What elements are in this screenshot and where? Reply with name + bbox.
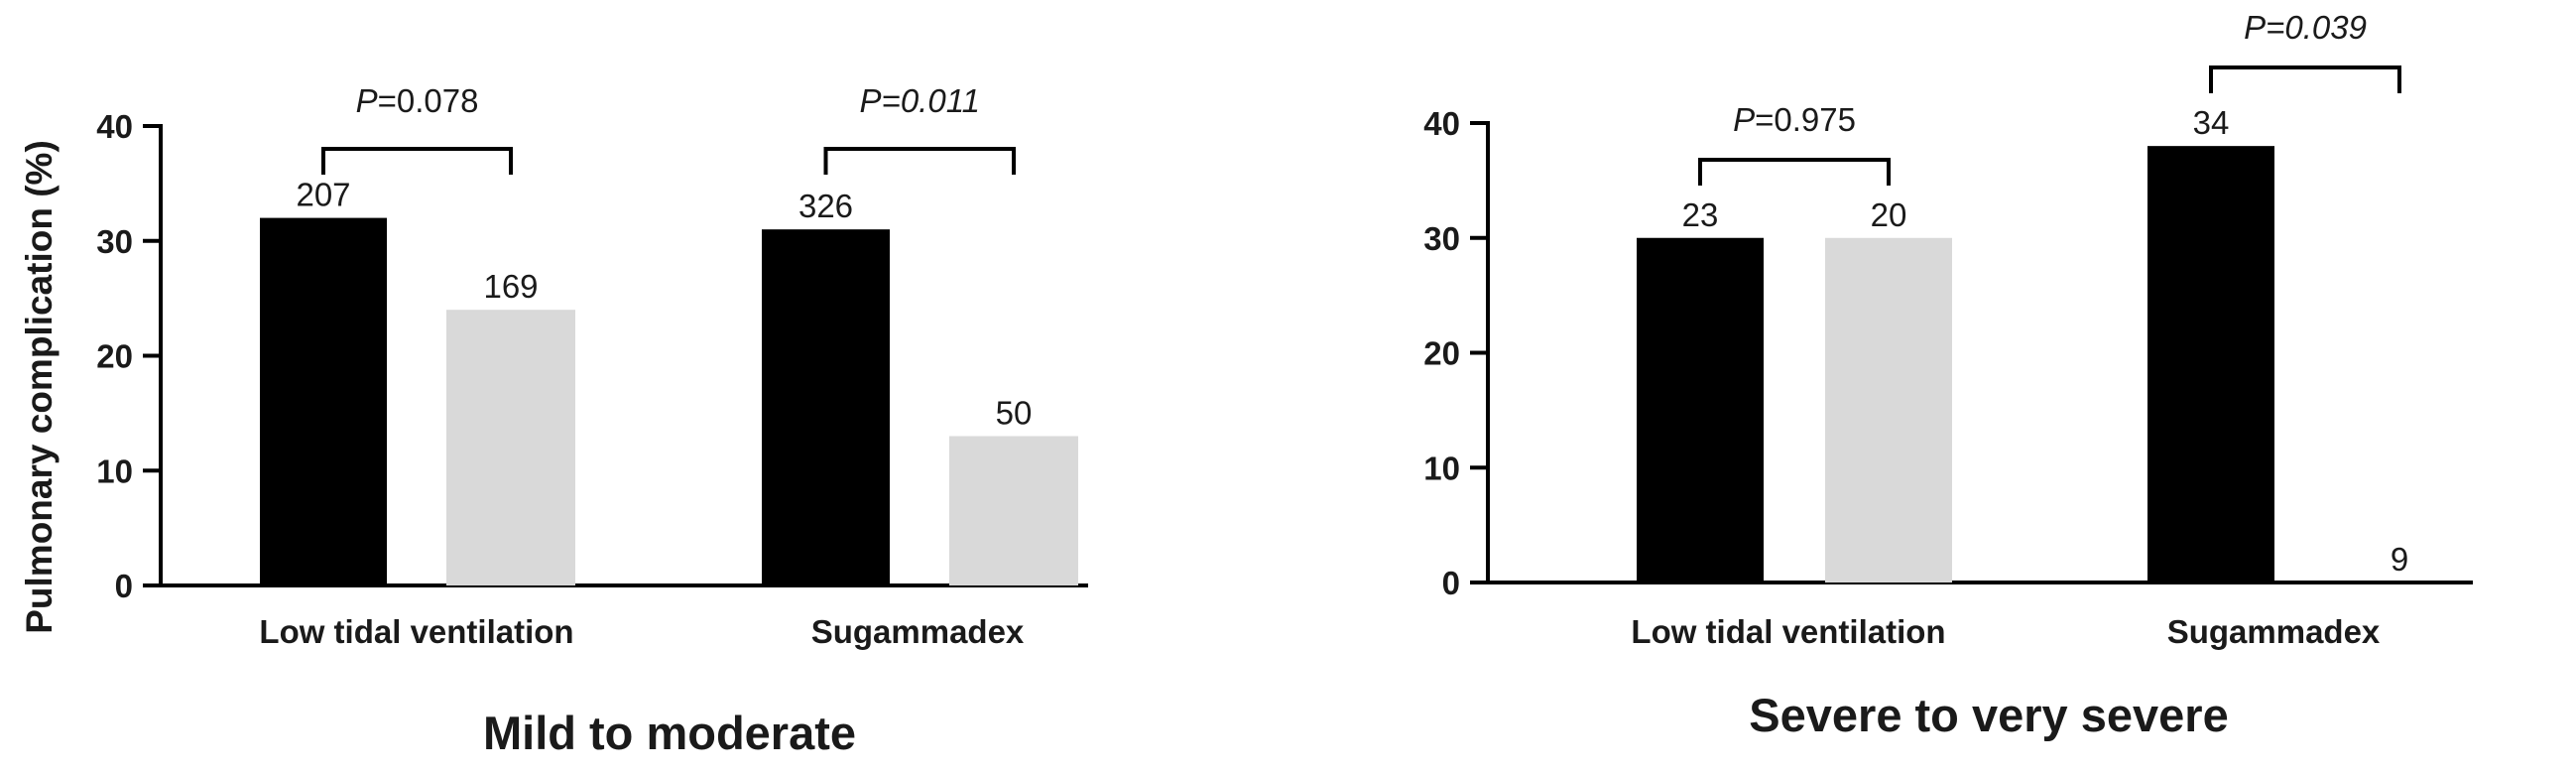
bar-data-label: 326 [798, 188, 853, 224]
bar-data-label: 34 [2193, 104, 2230, 141]
y-axis-label: Pulmonary complication (%) [19, 140, 60, 634]
y-tick-label: 30 [96, 223, 133, 260]
bar-data-label: 20 [1871, 196, 1907, 233]
panel-mild-to-moderate: 0 10 20 30 40 207 169 Low tidal ventilation P=0.… [96, 82, 1088, 650]
bar [260, 217, 387, 585]
bar-data-label: 50 [996, 395, 1033, 432]
bar [2147, 146, 2274, 582]
bar-data-label: 169 [483, 268, 538, 305]
x-category-label: Low tidal ventilation [259, 613, 573, 650]
panel-severe-to-very-severe: 0 10 20 30 40 23 20 Low tidal ventilation P=0.97… [1423, 9, 2473, 650]
x-category-label: Sugammadex [811, 613, 1025, 650]
y-tick-label: 20 [96, 338, 133, 375]
x-category-label: Low tidal ventilation [1631, 613, 1945, 650]
x-category-label: Sugammadex [2167, 613, 2381, 650]
bar [1825, 237, 1952, 582]
significance-bracket [2209, 65, 2401, 93]
significance-bracket [1698, 158, 1891, 186]
y-tick-label: 20 [1423, 335, 1460, 372]
panel-2-title: Severe to very severe [1749, 689, 2228, 741]
y-tick-label: 40 [1423, 105, 1460, 142]
y-tick-label: 0 [115, 568, 133, 604]
p-value-label: P=0.078 [356, 82, 479, 119]
y-tick-label: 10 [1423, 450, 1460, 486]
panel-1-title: Mild to moderate [483, 707, 856, 759]
bar [1637, 237, 1764, 582]
bar-data-label: 207 [296, 177, 350, 213]
bar [949, 436, 1078, 585]
bar [762, 229, 890, 586]
p-value-label: P=0.011 [860, 82, 980, 119]
significance-bracket [321, 147, 513, 175]
y-tick-label: 40 [96, 108, 133, 145]
significance-bracket [823, 147, 1016, 175]
bar-data-label: 9 [2391, 541, 2408, 578]
p-value-label: P=0.039 [2244, 9, 2367, 46]
p-value-label: P=0.975 [1733, 101, 1856, 138]
y-tick-label: 30 [1423, 220, 1460, 257]
bar-data-label: 23 [1682, 196, 1719, 233]
bar [446, 310, 575, 585]
y-tick-label: 10 [96, 453, 133, 489]
y-tick-label: 0 [1442, 565, 1460, 601]
